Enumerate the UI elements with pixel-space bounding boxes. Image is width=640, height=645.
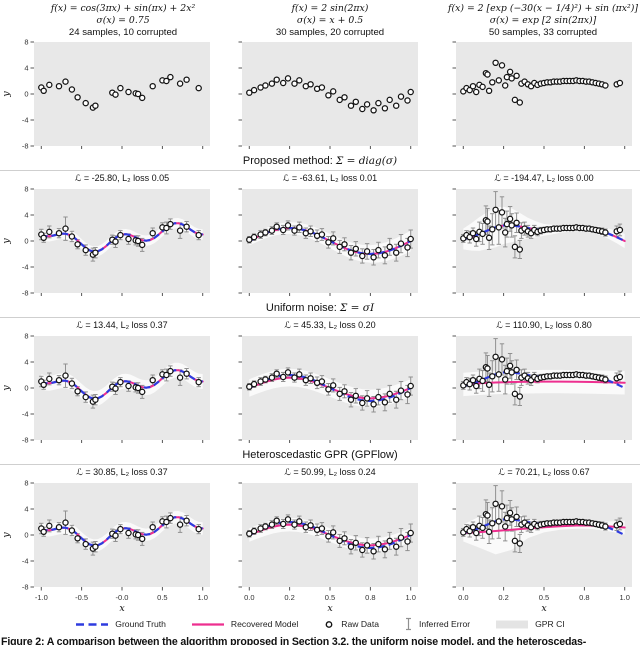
subplot-proposed-col1: 8 4 0 -4 -8 y [0,185,216,298]
raw-data-marker-icon [323,619,335,630]
svg-text:x: x [327,603,333,614]
svg-text:y: y [1,91,12,98]
svg-text:1.0: 1.0 [619,593,629,602]
f-label: f(x) = 2 [exp (−30(x − 1/4)²) + sin (πx²… [448,3,638,14]
plot-row-proposed: ℒ = -25.80, L₂ loss 0.05 8 4 0 -4 -8 y ℒ = -6… [0,171,640,298]
plot-row-gpr: ℒ = 30.85, L₂ loss 0.37 8 4 0 -4 -8 -1.0 -0.5 -… [0,465,640,614]
svg-text:0.0: 0.0 [244,593,254,602]
svg-text:y: y [1,385,12,392]
svg-text:0.0: 0.0 [458,593,468,602]
svg-text:8: 8 [24,186,28,194]
svg-text:-8: -8 [22,436,29,443]
svg-text:y: y [1,238,12,245]
subplot-gpr-col1: 8 4 0 -4 -8 -1.0 -0.5 -0.0 0.5 1.0 y x [0,479,216,614]
legend-item-raw-data: Raw Data [323,619,379,630]
svg-text:0.2: 0.2 [498,593,508,602]
column-header-2: f(x) = 2 sin(2πx) σ(x) = x + 0.5 30 samp… [216,3,428,39]
svg-text:4: 4 [24,211,28,220]
svg-text:4: 4 [24,358,28,367]
svg-text:0: 0 [24,90,28,99]
legend-item-recovered-model: Recovered Model [191,619,298,630]
subplot-gpr-col2: 0.0 0.2 0.5 0.8 1.0 x [216,480,428,614]
svg-text:0.8: 0.8 [365,593,375,602]
svg-text:-4: -4 [22,116,29,125]
f-label: f(x) = 2 sin(2πx) [291,3,369,14]
subplot-title: ℒ = -63.61, L₂ loss 0.01 [282,173,378,184]
svg-text:-4: -4 [22,557,29,566]
samples-label: 50 samples, 33 corrupted [488,27,598,39]
sigma-label: σ(x) = 0.75 [96,14,150,26]
column-headers: f(x) = cos(3πx) + sin(πx) + 2x² σ(x) = 0… [0,0,640,39]
subplot-title: ℒ = 30.85, L₂ loss 0.37 [76,467,168,478]
svg-text:x: x [541,603,547,614]
svg-text:-8: -8 [22,583,29,592]
legend-item-gpr-ci: GPR CI [495,619,565,630]
plot-row-raw: 8 4 0 -4 -8 y [0,38,640,151]
f-label: f(x) = cos(3πx) + sin(πx) + 2x² [50,3,196,14]
svg-text:1.0: 1.0 [405,593,415,602]
subplot-raw-col1: 8 4 0 -4 -8 y [0,38,216,151]
error-bar-icon [404,617,413,631]
svg-text:0: 0 [24,237,28,246]
subplot-title: ℒ = -194.47, L₂ loss 0.00 [494,173,594,184]
subplot-raw-col3 [428,39,640,150]
legend: Ground Truth Recovered Model Raw Data In… [0,615,640,633]
subplot-gpr-col3: 0.0 0.2 0.5 0.8 1.0 x [428,480,640,614]
svg-text:-8: -8 [22,142,29,149]
subplot-proposed-col3 [428,186,640,297]
svg-text:-0.0: -0.0 [116,593,129,602]
subplot-title: ℒ = 110.90, L₂ loss 0.80 [496,320,592,331]
subplot-proposed-col2 [216,186,428,297]
svg-text:y: y [1,532,12,539]
svg-text:0: 0 [24,384,28,393]
svg-text:4: 4 [24,505,28,514]
svg-text:0.5: 0.5 [539,593,549,602]
svg-text:1.0: 1.0 [197,593,207,602]
section-header-uniform: Uniform noise: Σ = σI [0,298,640,319]
legend-item-inferred-error: Inferred Error [404,617,470,631]
section-header-gpr: Heteroscedastic GPR (GPFlow) [0,445,640,466]
svg-text:x: x [119,603,125,614]
svg-text:-1.0: -1.0 [35,593,48,602]
svg-text:8: 8 [24,333,28,341]
column-header-3: f(x) = 2 [exp (−30(x − 1/4)²) + sin (πx²… [428,3,640,39]
svg-text:4: 4 [24,64,28,73]
svg-text:0.5: 0.5 [157,593,167,602]
sigma-label: σ(x) = x + 0.5 [296,14,364,26]
svg-text:0.5: 0.5 [325,593,335,602]
subplot-title: ℒ = 70.21, L₂ loss 0.67 [498,467,590,478]
ci-band-icon [495,619,529,630]
svg-text:-0.5: -0.5 [75,593,88,602]
plot-row-uniform: ℒ = 13.44, L₂ loss 0.37 8 4 0 -4 -8 y ℒ = 45.… [0,318,640,445]
subplot-title: ℒ = 50.99, L₂ loss 0.24 [284,467,376,478]
svg-text:-4: -4 [22,410,29,419]
samples-label: 24 samples, 10 corrupted [68,27,178,39]
sigma-label: σ(x) = exp [2 sin(2πx)] [489,14,597,26]
column-header-1: f(x) = cos(3πx) + sin(πx) + 2x² σ(x) = 0… [0,3,216,39]
subplot-title: ℒ = 45.33, L₂ loss 0.20 [284,320,376,331]
svg-text:8: 8 [24,39,28,47]
figure-caption: Figure 2: A comparison between the algor… [1,636,587,645]
subplot-uniform-col1: 8 4 0 -4 -8 y [0,332,216,445]
subplot-title: ℒ = 13.44, L₂ loss 0.37 [76,320,168,331]
subplot-uniform-col3 [428,333,640,444]
svg-text:8: 8 [24,480,28,488]
subplot-title: ℒ = -25.80, L₂ loss 0.05 [74,173,170,184]
svg-text:0.8: 0.8 [579,593,589,602]
recovered-model-line-icon [191,619,225,630]
svg-text:-4: -4 [22,263,29,272]
subplot-raw-col2 [216,39,428,150]
svg-text:-8: -8 [22,289,29,296]
ground-truth-line-icon [75,619,109,630]
svg-text:0: 0 [24,531,28,540]
legend-item-ground-truth: Ground Truth [75,619,166,630]
svg-text:0.2: 0.2 [284,593,294,602]
section-header-proposed: Proposed method: Σ = diag(σ) [0,151,640,172]
samples-label: 30 samples, 20 corrupted [275,27,385,39]
subplot-uniform-col2 [216,333,428,444]
